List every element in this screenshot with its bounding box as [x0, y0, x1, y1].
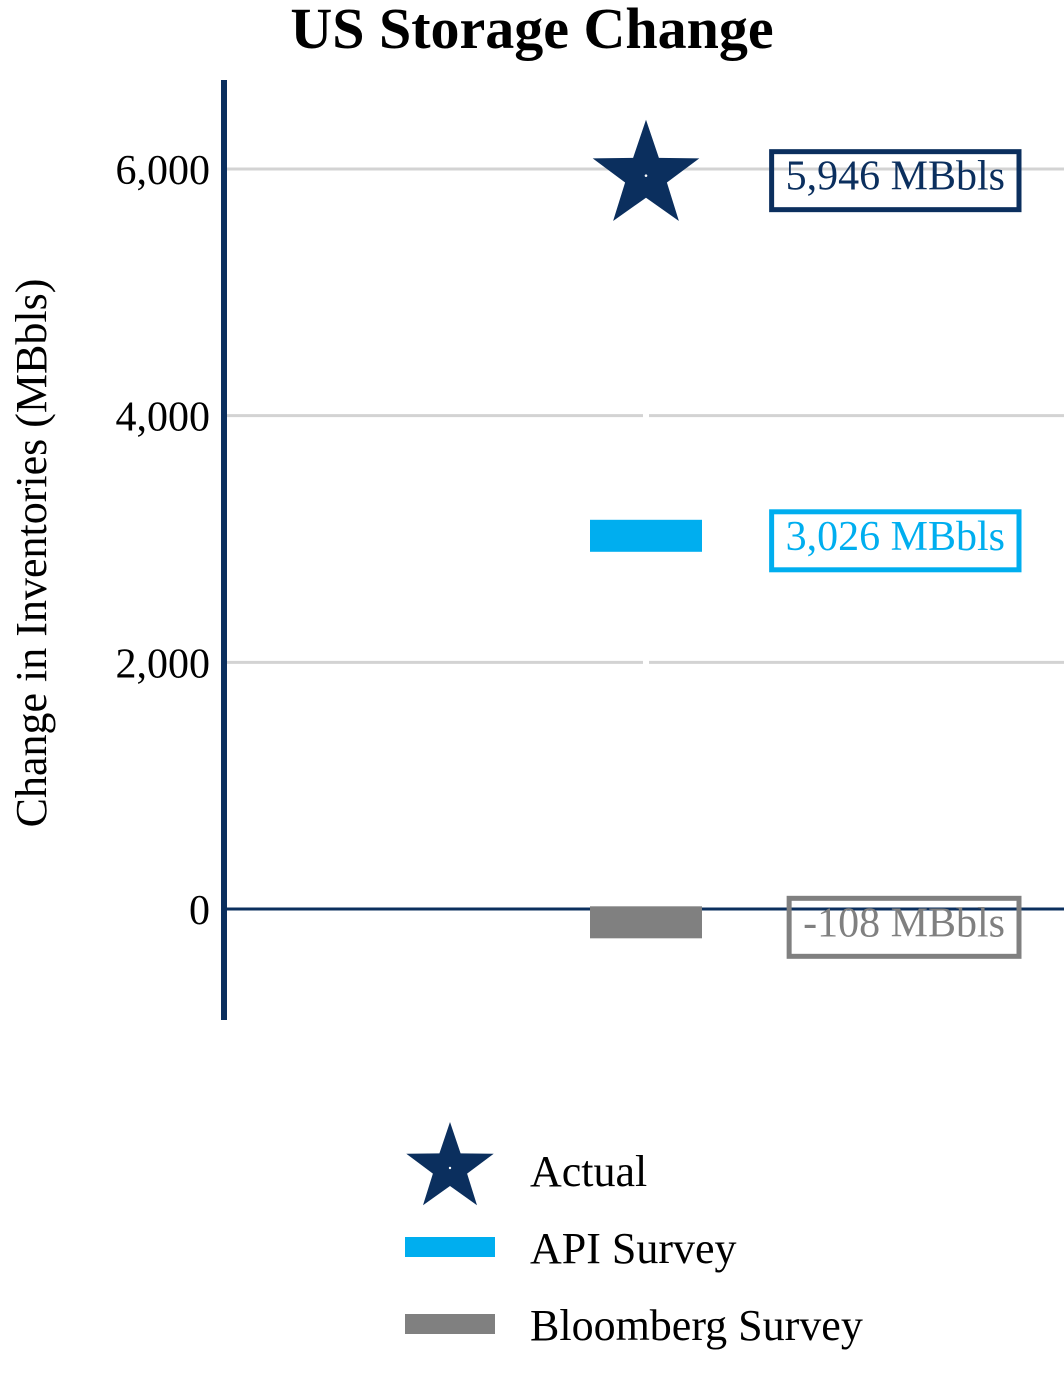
y-tick-label: 0 [189, 888, 210, 934]
legend-label: Bloomberg Survey [530, 1301, 863, 1350]
actual-value-label: 5,946 MBbls [786, 154, 1005, 200]
data-marks [590, 119, 702, 939]
star-icon [592, 119, 700, 221]
y-tick-label: 2,000 [116, 641, 211, 687]
legend-item: Bloomberg Survey [405, 1301, 863, 1350]
api-survey-value-label: 3,026 MBbls [786, 514, 1005, 560]
legend-api-survey-swatch [405, 1237, 495, 1257]
bloomberg-survey-value-label-box [786, 895, 1022, 959]
bloomberg-survey-bar [590, 906, 702, 939]
y-axis-label: Change in Inventories (MBbls) [7, 279, 56, 828]
gridlines [224, 167, 1064, 666]
api-survey-value-label-box [769, 509, 1022, 573]
legend-label: API Survey [530, 1224, 737, 1273]
actual-value-label-box [769, 149, 1022, 213]
bloomberg-survey-value-label: -108 MBbls [803, 900, 1005, 946]
legend-item: Actual [406, 1122, 647, 1206]
y-tick-label: 6,000 [116, 148, 211, 194]
legend-item: API Survey [405, 1224, 737, 1273]
data-labels: 0 2,000 4,000 6,000 5,946 MBbls 3,026 MBbls -1… [116, 148, 1022, 959]
star-center-dot [644, 174, 648, 177]
gridline-gap [643, 412, 649, 419]
chart-title: US Storage Change [290, 0, 773, 61]
legend-bloomberg-survey-swatch [405, 1314, 495, 1334]
y-tick-label: 4,000 [116, 395, 211, 441]
legend: Actual API Survey Bloomberg Survey [405, 1122, 863, 1350]
gridline-gap [643, 659, 649, 666]
api-survey-bar [590, 519, 702, 552]
legend-star-icon [406, 1122, 494, 1206]
legend-label: Actual [530, 1147, 647, 1196]
legend-star-center-dot [448, 1166, 452, 1170]
